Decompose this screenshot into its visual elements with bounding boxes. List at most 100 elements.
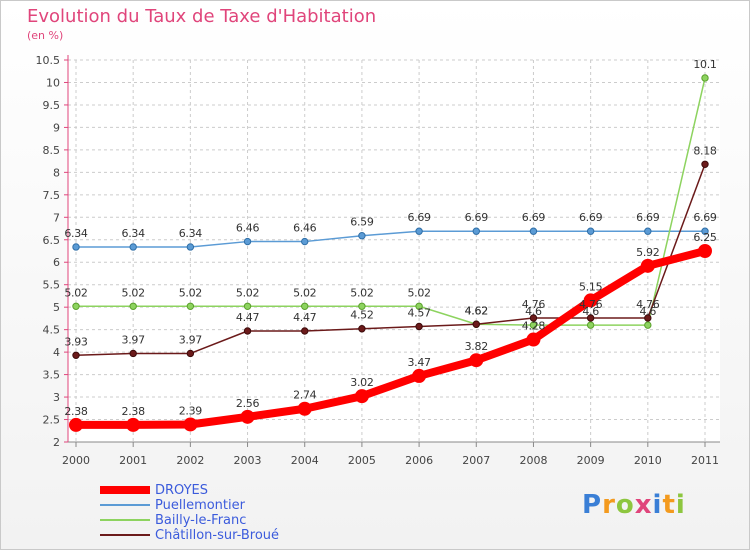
data-label: 6.34 — [64, 227, 88, 240]
proxiti-logo: Proxiti — [582, 490, 686, 520]
x-tick-label: 2001 — [119, 454, 147, 467]
data-label: 6.69 — [522, 211, 546, 224]
data-point — [529, 227, 538, 235]
logo-letter: r — [602, 490, 616, 520]
x-tick-label: 2011 — [691, 454, 719, 467]
data-label: 4.6 — [582, 305, 599, 318]
data-label: 3.97 — [179, 333, 203, 346]
y-tick-label: 5.5 — [43, 279, 61, 292]
x-tick-label: 2003 — [234, 454, 262, 467]
data-label: 4.47 — [293, 311, 317, 324]
data-label: 4.76 — [522, 298, 546, 311]
data-label: 4.6 — [640, 305, 657, 318]
y-tick-label: 10.5 — [36, 54, 61, 67]
legend-label: DROYES — [155, 483, 208, 498]
x-tick-label: 2005 — [348, 454, 376, 467]
data-label: 4.52 — [350, 309, 373, 322]
y-tick-label: 9.5 — [43, 99, 61, 112]
series-line — [76, 247, 707, 429]
data-label: 8.18 — [693, 144, 717, 157]
chart-subtitle: (en %) — [27, 29, 64, 42]
data-point — [126, 417, 141, 432]
y-tick-label: 2 — [53, 436, 60, 449]
y-tick-label: 8 — [53, 166, 60, 179]
data-label: 2.56 — [236, 397, 260, 410]
x-tick-label: 2010 — [634, 454, 662, 467]
data-point — [469, 353, 484, 368]
data-point — [358, 325, 366, 333]
data-point — [358, 232, 366, 240]
data-label: 4.62 — [465, 304, 488, 317]
legend-swatch — [100, 504, 150, 506]
data-point — [183, 417, 198, 432]
data-point — [354, 389, 369, 404]
data-label: 6.69 — [579, 211, 603, 224]
data-point — [243, 302, 252, 310]
data-label: 2.74 — [293, 389, 317, 402]
data-point — [583, 293, 598, 308]
data-label: 6.69 — [407, 211, 431, 224]
data-point — [240, 409, 255, 424]
series-line — [75, 164, 706, 357]
data-label: 4.76 — [636, 298, 660, 311]
data-point — [586, 314, 595, 322]
data-point — [186, 302, 195, 310]
y-tick-label: 8.5 — [43, 144, 61, 157]
logo-letter: t — [662, 490, 676, 520]
data-label: 4.47 — [236, 311, 260, 324]
series-droyes — [69, 244, 712, 432]
x-tick-label: 2009 — [577, 454, 605, 467]
data-point — [301, 327, 309, 335]
data-label: 6.25 — [693, 231, 717, 244]
data-label: 6.34 — [122, 227, 146, 240]
data-point — [69, 417, 83, 432]
data-label: 6.46 — [236, 222, 260, 235]
data-point — [72, 243, 80, 251]
logo-letter: i — [675, 490, 686, 520]
data-point — [358, 302, 366, 310]
series-chatillon-sur-broue — [72, 160, 709, 359]
data-label: 6.59 — [350, 216, 374, 229]
data-point — [472, 227, 480, 235]
data-point — [526, 332, 541, 347]
data-point — [701, 227, 709, 235]
data-point — [186, 349, 195, 358]
data-point — [129, 349, 137, 358]
data-point — [644, 314, 652, 322]
data-point — [701, 74, 709, 82]
y-tick-label: 7.5 — [43, 189, 61, 202]
y-tick-label: 10 — [46, 76, 60, 89]
legend-swatch — [100, 486, 150, 494]
data-label: 5.02 — [122, 286, 145, 299]
x-tick-label: 2007 — [462, 454, 490, 467]
data-label: 3.93 — [64, 335, 88, 348]
data-point — [415, 322, 423, 331]
data-label: 6.69 — [693, 211, 717, 224]
data-label: 4.6 — [525, 305, 542, 318]
data-point — [586, 321, 595, 329]
data-label: 6.34 — [179, 227, 203, 240]
legend-swatch — [100, 534, 150, 536]
data-point — [644, 227, 652, 235]
data-point — [640, 258, 655, 273]
data-point — [301, 237, 309, 246]
data-label: 4.76 — [579, 298, 603, 311]
series-puellemontier — [72, 227, 709, 251]
data-label: 4.57 — [407, 307, 431, 320]
data-point — [415, 302, 423, 310]
data-label: 5.02 — [350, 286, 373, 299]
y-tick-label: 5 — [53, 301, 60, 314]
data-point — [412, 368, 427, 383]
logo-letter: i — [652, 490, 663, 520]
data-point — [72, 302, 80, 310]
data-label: 3.82 — [465, 340, 488, 353]
x-tick-label: 2004 — [291, 454, 319, 467]
series-line — [76, 77, 706, 326]
x-tick-label: 2006 — [405, 454, 433, 467]
data-label: 5.15 — [579, 280, 603, 293]
data-label: 5.02 — [407, 286, 430, 299]
y-tick-label: 7 — [53, 211, 60, 224]
data-label: 6.69 — [465, 211, 489, 224]
data-point — [701, 160, 709, 168]
